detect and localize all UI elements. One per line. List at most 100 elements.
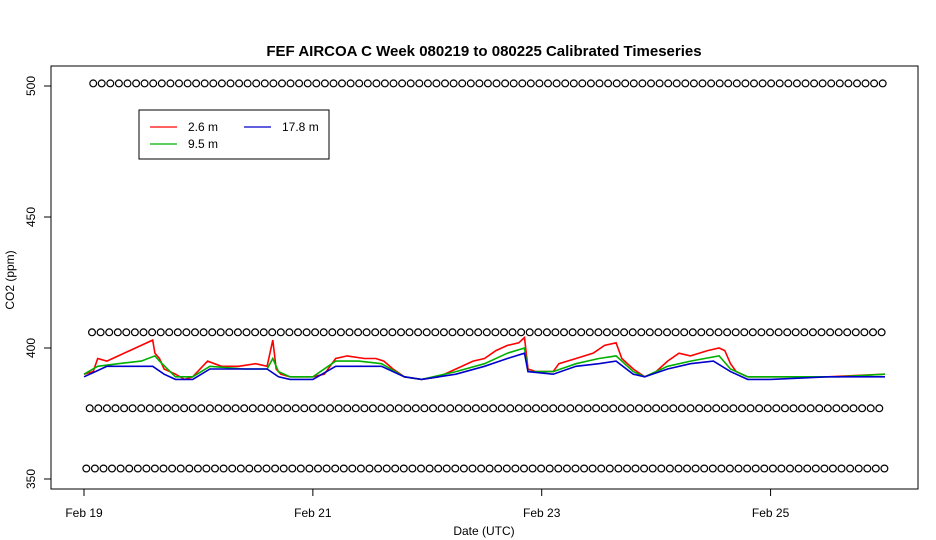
marker-point-2 (849, 404, 858, 413)
marker-point-1 (765, 328, 774, 337)
marker-point-2 (592, 404, 601, 413)
marker-point-2 (489, 404, 498, 413)
marker-point-2 (283, 404, 292, 413)
marker-point-1 (431, 328, 440, 337)
marker-point-1 (199, 328, 208, 337)
marker-point-3 (871, 464, 880, 473)
marker-point-2 (265, 404, 274, 413)
marker-point-3 (863, 464, 872, 473)
marker-point-1 (551, 328, 560, 337)
marker-point-0 (209, 79, 218, 88)
marker-point-2 (102, 404, 111, 413)
marker-point-0 (200, 79, 209, 88)
marker-point-3 (468, 464, 477, 473)
marker-point-2 (720, 404, 729, 413)
marker-point-0 (664, 79, 673, 88)
marker-point-0 (852, 79, 861, 88)
marker-point-0 (380, 79, 389, 88)
marker-point-1 (791, 328, 800, 337)
series-layer (83, 335, 886, 381)
marker-point-0 (518, 79, 527, 88)
legend: 2.6 m 9.5 m 17.8 m (138, 109, 330, 160)
marker-point-2 (360, 404, 369, 413)
marker-point-3 (331, 464, 340, 473)
y-axis-label: CO2 (ppm) (3, 250, 17, 309)
marker-point-1 (826, 328, 835, 337)
marker-point-3 (451, 464, 460, 473)
marker-point-0 (612, 79, 621, 88)
marker-point-0 (784, 79, 793, 88)
marker-point-0 (312, 79, 321, 88)
chart-title: FEF AIRCOA C Week 080219 to 080225 Calib… (266, 43, 701, 60)
marker-point-2 (145, 404, 154, 413)
marker-point-2 (823, 404, 832, 413)
marker-point-1 (397, 328, 406, 337)
marker-point-1 (491, 328, 500, 337)
marker-point-1 (474, 328, 483, 337)
marker-point-0 (97, 79, 106, 88)
marker-point-1 (302, 328, 311, 337)
marker-point-3 (90, 464, 99, 473)
marker-point-1 (448, 328, 457, 337)
x-tick-label: Feb 23 (523, 506, 561, 520)
marker-point-1 (388, 328, 397, 337)
marker-point-2 (677, 404, 686, 413)
marker-point-3 (142, 464, 151, 473)
marker-point-2 (351, 404, 360, 413)
marker-point-3 (348, 464, 357, 473)
marker-point-3 (725, 464, 734, 473)
marker-point-3 (502, 464, 511, 473)
marker-point-2 (94, 404, 103, 413)
marker-point-1 (500, 328, 509, 337)
marker-point-3 (219, 464, 228, 473)
marker-point-1 (87, 328, 96, 337)
marker-point-2 (223, 404, 232, 413)
marker-point-2 (197, 404, 206, 413)
marker-point-0 (681, 79, 690, 88)
marker-point-1 (328, 328, 337, 337)
marker-point-0 (243, 79, 252, 88)
marker-point-2 (695, 404, 704, 413)
x-tick-label: Feb 21 (294, 506, 332, 520)
marker-point-2 (703, 404, 712, 413)
marker-point-0 (775, 79, 784, 88)
marker-point-1 (534, 328, 543, 337)
marker-point-0 (149, 79, 158, 88)
marker-point-1 (851, 328, 860, 337)
marker-point-0 (844, 79, 853, 88)
marker-point-3 (545, 464, 554, 473)
marker-point-2 (583, 404, 592, 413)
marker-point-2 (85, 404, 94, 413)
marker-point-0 (329, 79, 338, 88)
marker-point-2 (506, 404, 515, 413)
marker-point-1 (354, 328, 363, 337)
marker-point-0 (707, 79, 716, 88)
marker-point-1 (748, 328, 757, 337)
marker-point-0 (604, 79, 613, 88)
marker-point-2 (797, 404, 806, 413)
marker-point-2 (180, 404, 189, 413)
marker-point-3 (116, 464, 125, 473)
marker-point-3 (159, 464, 168, 473)
marker-point-1 (285, 328, 294, 337)
marker-point-3 (665, 464, 674, 473)
marker-point-0 (810, 79, 819, 88)
marker-point-2 (386, 404, 395, 413)
marker-point-1 (525, 328, 534, 337)
marker-point-2 (308, 404, 317, 413)
marker-point-3 (408, 464, 417, 473)
marker-point-0 (646, 79, 655, 88)
marker-point-2 (789, 404, 798, 413)
marker-point-1 (465, 328, 474, 337)
x-tick-label: Feb 25 (752, 506, 790, 520)
marker-point-2 (480, 404, 489, 413)
marker-point-3 (682, 464, 691, 473)
marker-point-0 (389, 79, 398, 88)
marker-point-1 (611, 328, 620, 337)
marker-point-0 (732, 79, 741, 88)
marker-point-0 (552, 79, 561, 88)
marker-point-3 (322, 464, 331, 473)
marker-point-1 (130, 328, 139, 337)
marker-point-3 (262, 464, 271, 473)
marker-point-2 (815, 404, 824, 413)
